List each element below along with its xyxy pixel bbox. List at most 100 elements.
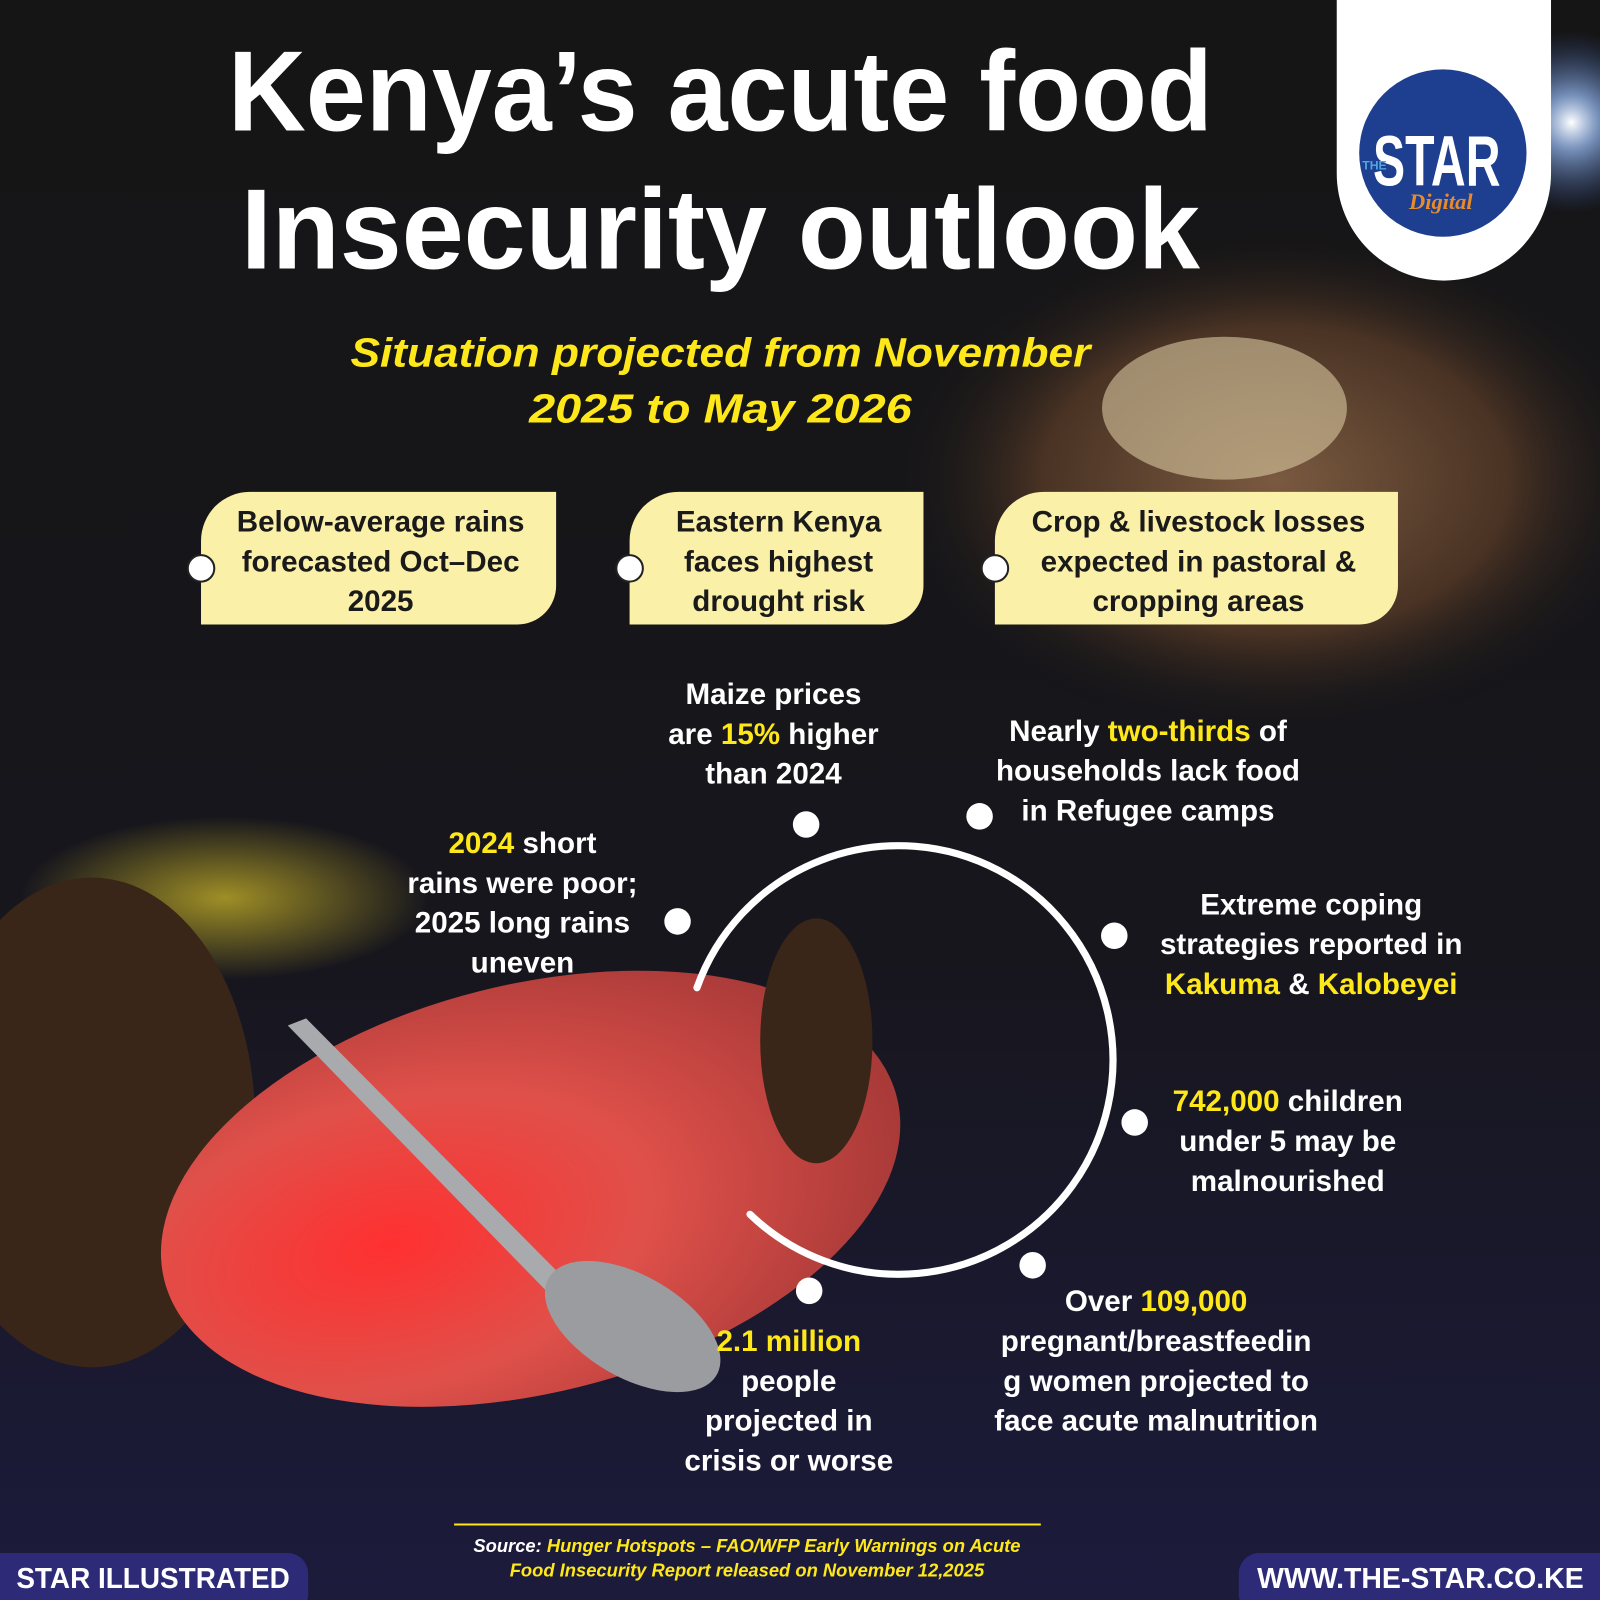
- photo-rice: [1102, 336, 1347, 480]
- logo-sub: Digital: [1408, 189, 1473, 214]
- fact-highlight: 109,000: [1140, 1285, 1247, 1318]
- photo-spoon-handle: [287, 1018, 572, 1302]
- fact-line: Maize prices: [686, 678, 862, 711]
- bullet: [664, 908, 691, 935]
- fact-text: uneven: [471, 946, 575, 979]
- fact-text: Over: [1065, 1285, 1141, 1318]
- fact-text: short: [514, 827, 596, 860]
- fact-text: malnourished: [1191, 1165, 1385, 1198]
- fact-highlight: Kalobeyei: [1318, 968, 1458, 1001]
- fact-text: higher: [780, 718, 879, 751]
- callout-text: Eastern Kenya: [676, 506, 882, 539]
- fact-text: projected in: [705, 1405, 873, 1438]
- fact-line: under 5 may be: [1179, 1125, 1396, 1158]
- fact-line: than 2024: [705, 758, 842, 791]
- fact-text: Nearly: [1009, 715, 1108, 748]
- fact-text: are: [668, 718, 721, 751]
- callout-box: [629, 491, 924, 625]
- fact-line: 2024 short: [448, 827, 596, 860]
- callout-text: faces highest: [684, 545, 873, 578]
- fact-line: 2.1 million: [716, 1325, 861, 1358]
- footer-left: STAR ILLUSTRATED: [16, 1563, 289, 1595]
- callout-text: forecasted Oct–Dec: [242, 545, 520, 578]
- fact-line: people: [741, 1365, 836, 1398]
- fact-line: Over 109,000: [1065, 1285, 1248, 1318]
- logo-main: STAR: [1373, 122, 1501, 202]
- fact-line: rains were poor;: [407, 867, 637, 900]
- title: Kenya’s acute food: [228, 29, 1213, 156]
- fact-highlight: 2.1 million: [716, 1325, 861, 1358]
- callout-box: [994, 491, 1398, 625]
- bullet: [792, 811, 820, 838]
- fact-highlight: 742,000: [1173, 1085, 1280, 1118]
- fact-line: malnourished: [1191, 1165, 1385, 1198]
- fact-line: projected in: [705, 1405, 873, 1438]
- fact-text: people: [741, 1365, 836, 1398]
- fact-text: under 5 may be: [1179, 1125, 1396, 1158]
- fact-text: &: [1280, 968, 1318, 1001]
- fact-line: households lack food: [996, 755, 1300, 788]
- callout-text: 2025: [348, 585, 414, 618]
- logo-circle: [1359, 69, 1527, 237]
- fact-line: Extreme coping: [1200, 888, 1422, 921]
- fact-text: children: [1280, 1085, 1403, 1118]
- fact-text: in Refugee camps: [1021, 794, 1274, 827]
- subtitle: 2025 to May 2026: [528, 385, 912, 431]
- fact-line: face acute malnutrition: [994, 1405, 1318, 1438]
- bullet: [1101, 922, 1128, 949]
- fact-line: uneven: [471, 946, 575, 979]
- fact-line: are 15% higher: [668, 718, 879, 751]
- bullet: [1121, 1109, 1148, 1136]
- callout-text: Below-average rains: [237, 506, 525, 539]
- fact-highlight: 15%: [721, 718, 780, 751]
- fact-line: Kakuma & Kalobeyei: [1165, 968, 1458, 1001]
- fact-line: 2025 long rains: [415, 907, 630, 940]
- fact-text: face acute malnutrition: [994, 1405, 1318, 1438]
- photo-hand-right: [760, 918, 873, 1164]
- fact-text: pregnant/breastfeedin: [1001, 1325, 1312, 1358]
- fact-highlight: Kakuma: [1165, 968, 1281, 1001]
- subtitle: Situation projected from November: [351, 329, 1093, 375]
- fact-text: households lack food: [996, 755, 1300, 788]
- fact-text: Extreme coping: [1200, 888, 1422, 921]
- fact-highlight: 2024: [448, 827, 514, 860]
- fact-text: strategies reported in: [1160, 928, 1462, 961]
- fact-line: strategies reported in: [1160, 928, 1462, 961]
- fact-text: Maize prices: [686, 678, 862, 711]
- source-label: Source:: [473, 1535, 541, 1556]
- fact-line: crisis or worse: [684, 1444, 893, 1477]
- callout-text: drought risk: [692, 585, 865, 618]
- callout-box: [201, 491, 557, 625]
- fact-text: of: [1251, 715, 1287, 748]
- fact-text: than 2024: [705, 758, 842, 791]
- footer-tab: [1238, 1553, 1600, 1600]
- fact-line: pregnant/breastfeedin: [1001, 1325, 1312, 1358]
- fact-text: 2025 long rains: [415, 907, 630, 940]
- fact-line: 742,000 children: [1173, 1085, 1403, 1118]
- callout-text: Crop & livestock losses: [1032, 506, 1366, 539]
- source-text: Hunger Hotspots – FAO/WFP Early Warnings…: [547, 1535, 1021, 1556]
- callout-text: cropping areas: [1092, 585, 1304, 618]
- bullet: [615, 554, 644, 583]
- fact-line: g women projected to: [1003, 1365, 1309, 1398]
- footer-tab: [0, 1553, 309, 1600]
- fact-line: Nearly two-thirds of: [1009, 715, 1287, 748]
- fact-text: crisis or worse: [684, 1444, 893, 1477]
- arc: [693, 842, 1117, 1278]
- title: Insecurity outlook: [241, 166, 1201, 293]
- bullet: [966, 803, 993, 830]
- bullet: [795, 1277, 823, 1305]
- bullet: [980, 554, 1010, 583]
- fact-text: g women projected to: [1003, 1365, 1309, 1398]
- fact-highlight: two-thirds: [1108, 715, 1251, 748]
- photo-spoon-bowl: [544, 1260, 721, 1393]
- footer-right: WWW.THE-STAR.CO.KE: [1257, 1563, 1584, 1595]
- logo-small: THE: [1362, 158, 1386, 172]
- source-line: Source: Hunger Hotspots – FAO/WFP Early W…: [473, 1535, 1020, 1556]
- fact-line: in Refugee camps: [1021, 794, 1274, 827]
- bullet: [1019, 1252, 1046, 1279]
- source-line: Food Insecurity Report released on Novem…: [510, 1560, 985, 1581]
- callout-text: expected in pastoral &: [1041, 545, 1357, 578]
